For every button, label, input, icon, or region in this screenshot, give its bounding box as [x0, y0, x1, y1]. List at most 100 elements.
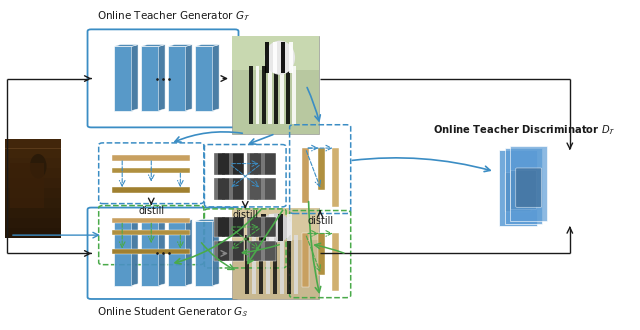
Text: distill: distill [138, 206, 164, 216]
Polygon shape [141, 45, 165, 47]
Bar [214, 178, 244, 200]
Polygon shape [195, 219, 219, 221]
Bar [292, 66, 296, 124]
Text: Online Student Generator $G_\mathcal{S}$: Online Student Generator $G_\mathcal{S}$ [97, 305, 249, 319]
Bar [214, 216, 218, 237]
Bar [255, 66, 259, 124]
Bar [4, 178, 61, 188]
Bar [4, 198, 61, 208]
Polygon shape [114, 47, 132, 111]
Bar [221, 153, 225, 175]
Polygon shape [114, 45, 138, 47]
Polygon shape [132, 45, 138, 111]
Polygon shape [114, 221, 132, 285]
Bar [229, 178, 233, 200]
Bar [278, 214, 283, 242]
Polygon shape [141, 219, 165, 221]
Bar [247, 241, 250, 261]
Polygon shape [141, 47, 159, 111]
Bar [254, 216, 258, 237]
FancyBboxPatch shape [516, 168, 541, 207]
Bar [214, 241, 244, 261]
Bar [280, 235, 284, 294]
Bar [260, 214, 266, 242]
Bar [4, 228, 61, 238]
Bar [4, 158, 61, 168]
Bar [214, 216, 244, 237]
Bar [113, 187, 190, 193]
Text: Online Teacher Generator $G_\mathcal{T}$: Online Teacher Generator $G_\mathcal{T}$ [97, 9, 250, 23]
Bar [247, 216, 276, 237]
Bar [247, 178, 250, 200]
Polygon shape [212, 45, 219, 111]
Bar [254, 241, 258, 261]
Bar [214, 178, 218, 200]
Polygon shape [168, 45, 192, 47]
Polygon shape [504, 148, 542, 224]
Bar [113, 155, 190, 161]
Polygon shape [186, 219, 192, 285]
Text: distill: distill [232, 210, 259, 219]
Bar [247, 178, 276, 200]
FancyBboxPatch shape [511, 170, 536, 210]
Bar [214, 153, 244, 175]
Ellipse shape [265, 41, 295, 75]
Bar [268, 66, 271, 124]
Bar [232, 36, 319, 134]
Bar [232, 208, 319, 299]
Bar [247, 241, 276, 261]
Bar [261, 153, 265, 175]
Bar [247, 216, 250, 237]
Bar [4, 218, 61, 228]
Bar [221, 241, 225, 261]
Polygon shape [168, 221, 186, 285]
Bar [287, 214, 292, 242]
Polygon shape [159, 219, 165, 285]
Bar [4, 148, 61, 158]
Bar [332, 148, 339, 207]
Bar [294, 235, 298, 294]
Bar [332, 234, 339, 291]
Bar [266, 235, 270, 294]
Bar [269, 214, 274, 242]
Bar [247, 153, 250, 175]
Bar [4, 168, 61, 178]
Bar [317, 148, 325, 190]
Polygon shape [499, 150, 537, 226]
Bar [252, 235, 257, 294]
Bar [254, 178, 258, 200]
Polygon shape [159, 45, 165, 111]
Bar [301, 148, 309, 203]
Polygon shape [510, 146, 547, 221]
Ellipse shape [30, 154, 47, 179]
Bar [274, 66, 278, 124]
Text: distill: distill [307, 216, 333, 226]
Bar [214, 241, 218, 261]
Bar [245, 235, 250, 294]
Bar [301, 234, 309, 287]
Bar [281, 42, 285, 73]
Bar [317, 234, 325, 275]
FancyBboxPatch shape [505, 173, 531, 212]
Polygon shape [132, 219, 138, 285]
Bar [287, 235, 291, 294]
Bar [273, 235, 277, 294]
Bar [214, 153, 218, 175]
Bar [113, 168, 190, 173]
Bar [221, 178, 225, 200]
Bar [265, 42, 269, 73]
Bar [113, 218, 190, 223]
Bar [4, 208, 61, 218]
Bar [286, 66, 290, 124]
Polygon shape [195, 221, 212, 285]
Polygon shape [168, 219, 192, 221]
Bar [232, 36, 319, 70]
Polygon shape [186, 45, 192, 111]
Bar [229, 241, 233, 261]
Bar [113, 249, 190, 254]
Bar [280, 66, 284, 124]
Bar [229, 153, 233, 175]
Polygon shape [195, 47, 212, 111]
Bar [113, 230, 190, 235]
Polygon shape [195, 45, 219, 47]
